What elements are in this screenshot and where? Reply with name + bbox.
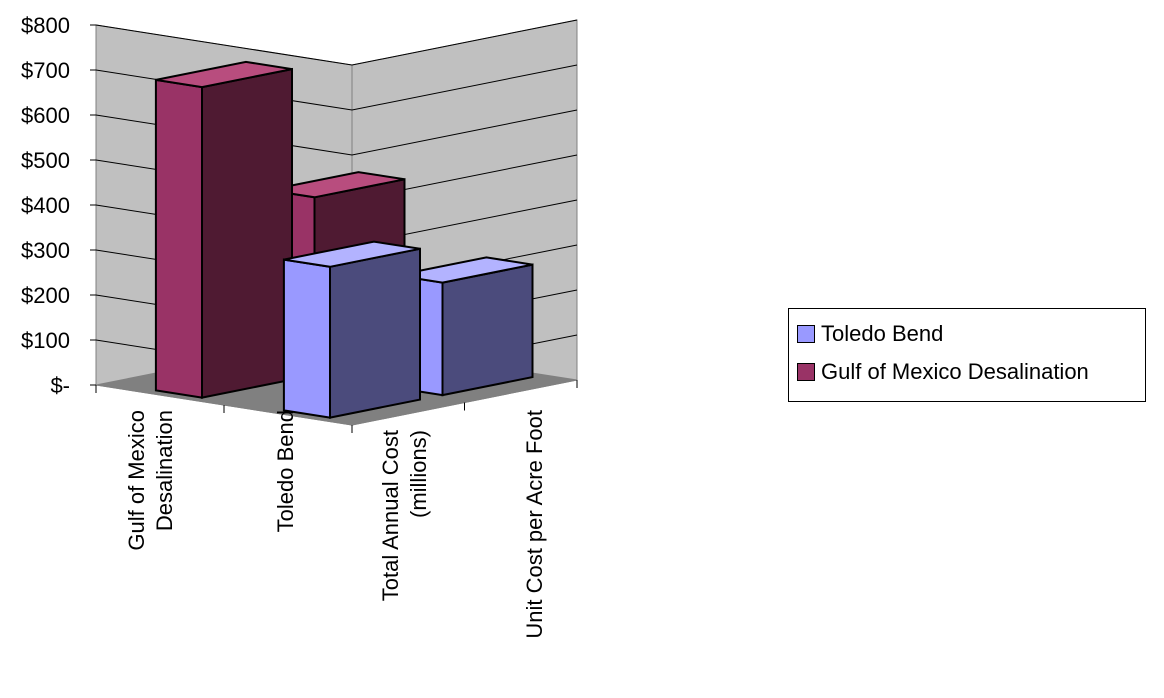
bar-face — [282, 258, 331, 419]
legend: Toledo Bend Gulf of Mexico Desalination — [788, 308, 1146, 402]
legend-swatch-toledo-bend — [797, 325, 815, 343]
x-tick-text: Unit Cost per Acre Foot — [522, 410, 547, 639]
x-tick-text: Total Annual Cost — [378, 430, 403, 601]
bar-0-0 — [154, 60, 293, 399]
bar-face — [154, 78, 203, 399]
bar-side — [329, 247, 421, 419]
y-axis-ticks: $- $100 $200 $300 $400 $500 $600 $700 $800 — [21, 13, 96, 398]
legend-item-toledo-bend: Toledo Bend — [797, 315, 1145, 353]
y-tick-label: $600 — [21, 103, 70, 128]
legend-swatch-gulf-of-mexico-desalination — [797, 363, 815, 381]
y-tick-label: $- — [50, 373, 70, 398]
x-tick-label: Gulf of Mexico Desalination — [124, 410, 177, 551]
y-tick-label: $700 — [21, 58, 70, 83]
bar-side — [441, 263, 534, 397]
legend-label: Gulf of Mexico Desalination — [821, 359, 1089, 384]
gridline — [95, 19, 578, 66]
bar-top — [283, 240, 421, 268]
y-tick-label: $100 — [21, 328, 70, 353]
y-tick-label: $500 — [21, 148, 70, 173]
y-tick-label: $300 — [21, 238, 70, 263]
x-tick-label: Toledo Bend — [273, 410, 298, 532]
bars — [154, 60, 534, 419]
legend-label: Toledo Bend — [821, 321, 944, 346]
x-tick-text: Desalination — [152, 410, 177, 531]
bar-side — [201, 67, 293, 399]
x-axis-ticks: Gulf of Mexico Desalination Toledo Bend Tot… — [95, 380, 578, 639]
y-tick-label: $800 — [21, 13, 70, 38]
legend-item-gulf-of-mexico-desalination: Gulf of Mexico Desalination — [797, 353, 1145, 391]
y-tick-label: $400 — [21, 193, 70, 218]
x-tick-text: Gulf of Mexico — [124, 410, 149, 551]
x-tick-text: (millions) — [406, 430, 431, 518]
x-tick-text: Toledo Bend — [273, 410, 298, 532]
x-tick-label: Unit Cost per Acre Foot — [522, 410, 547, 639]
y-tick-label: $200 — [21, 283, 70, 308]
bar-top — [155, 60, 293, 89]
x-tick-label: Total Annual Cost (millions) — [378, 430, 431, 601]
bar-1-0 — [282, 240, 421, 419]
